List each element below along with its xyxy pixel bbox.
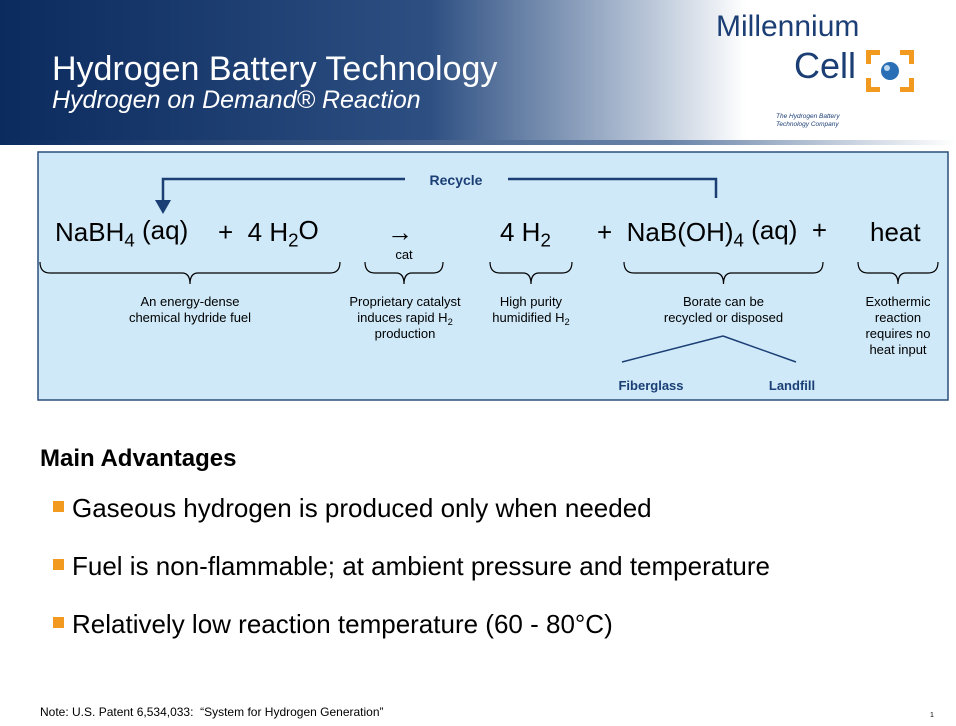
formula-part: → xyxy=(387,217,413,247)
borate-branches xyxy=(621,335,797,363)
annotation-line: recycled or disposed xyxy=(664,310,783,325)
formula-part: (aq) + xyxy=(744,215,827,245)
annotation-line: High purity xyxy=(500,294,563,309)
annotation-line: Proprietary catalyst xyxy=(349,294,461,309)
formula-part: High purity xyxy=(500,294,563,309)
subscript: 4 xyxy=(734,230,744,251)
formula-part: (aq) xyxy=(135,215,188,245)
annotation-line: requires no xyxy=(865,326,930,341)
logo-name: Cell xyxy=(794,45,856,86)
page-number: 1 xyxy=(930,712,934,719)
brace xyxy=(364,261,444,285)
brace xyxy=(489,261,573,285)
subscript: 2 xyxy=(565,317,570,327)
header-band xyxy=(0,0,956,140)
recycle-arrow xyxy=(161,177,718,210)
bullet xyxy=(53,617,64,628)
subscript: 2 xyxy=(540,230,550,251)
bullet xyxy=(53,501,64,512)
recycle-label: Recycle xyxy=(430,172,483,188)
equation-term: → xyxy=(387,217,413,247)
equation: NaBH4 (aq) + 4 H2O → 4 H2 + NaB(OH)4 (aq) + h… xyxy=(55,215,921,251)
formula-part: reaction xyxy=(875,310,921,325)
borate-use: Fiberglass xyxy=(618,378,683,393)
header-rule xyxy=(0,140,956,145)
formula-part: Exothermic xyxy=(865,294,931,309)
formula-part: chemical hydride fuel xyxy=(129,310,251,325)
formula-part: + 4 H xyxy=(218,217,288,247)
formula-part: NaBH xyxy=(55,217,124,247)
subtitle: Hydrogen on Demand® Reaction xyxy=(52,86,421,114)
subscript: 2 xyxy=(448,317,453,327)
arrow-head xyxy=(155,200,171,214)
reaction-box xyxy=(37,151,949,401)
formula-part: O xyxy=(299,215,319,245)
equation-term: heat xyxy=(870,217,921,247)
subscript: 4 xyxy=(124,230,134,251)
formula-part: recycled or disposed xyxy=(664,310,783,325)
formula-part: production xyxy=(375,326,436,341)
annotation-line: An energy-dense xyxy=(140,294,239,309)
formula-part: An energy-dense xyxy=(140,294,239,309)
formula-part: Proprietary catalyst xyxy=(349,294,461,309)
brace xyxy=(623,261,824,285)
logo: Millennium Cell The Hydrogen Battery Tec… xyxy=(716,10,914,128)
logo-name: Millennium xyxy=(716,10,859,43)
annotation-line: Exothermic xyxy=(865,294,931,309)
formula-part: + NaB(OH) xyxy=(597,217,734,247)
annotation-line: production xyxy=(375,326,436,341)
formula-part: humidified H xyxy=(492,310,564,325)
equation-term: 4 H2 xyxy=(500,217,551,251)
annotation-line: reaction xyxy=(875,310,921,325)
formula-part: requires no xyxy=(865,326,930,341)
title: Hydrogen Battery Technology xyxy=(52,50,497,88)
advantages-list: Gaseous hydrogen is produced only when n… xyxy=(53,493,770,639)
advantage-item: Fuel is non-flammable; at ambient pressu… xyxy=(72,551,770,581)
annotation-line: Borate can be xyxy=(683,294,764,309)
borate-use: Landfill xyxy=(769,378,815,393)
advantage-item: Relatively low reaction temperature (60 … xyxy=(72,609,613,639)
logo-icon xyxy=(866,50,914,92)
annotation-line: heat input xyxy=(869,342,926,357)
formula-part: induces rapid H xyxy=(357,310,447,325)
equation-term: NaBH4 (aq) xyxy=(55,215,188,251)
braces xyxy=(39,261,939,285)
annotation-line: induces rapid H2 xyxy=(357,310,453,327)
logo-tagline: Technology Company xyxy=(776,121,839,128)
equation-term: + NaB(OH)4 (aq) + xyxy=(597,215,827,251)
annotation-line: humidified H2 xyxy=(492,310,569,327)
formula-part: 4 H xyxy=(500,217,540,247)
annotation-line: chemical hydride fuel xyxy=(129,310,251,325)
formula-part: Borate can be xyxy=(683,294,764,309)
advantages-heading: Main Advantages xyxy=(40,445,237,472)
formula-part: heat input xyxy=(869,342,926,357)
brace xyxy=(857,261,939,285)
bullet xyxy=(53,559,64,570)
brace xyxy=(39,261,341,285)
catalyst-label: cat xyxy=(395,247,413,262)
subscript: 2 xyxy=(288,230,298,251)
formula-part: heat xyxy=(870,217,921,247)
footnote: Note: U.S. Patent 6,534,033: “System for… xyxy=(40,705,384,719)
equation-term: + 4 H2O xyxy=(218,215,319,251)
advantage-item: Gaseous hydrogen is produced only when n… xyxy=(72,493,652,523)
logo-tagline: The Hydrogen Battery xyxy=(776,113,840,120)
